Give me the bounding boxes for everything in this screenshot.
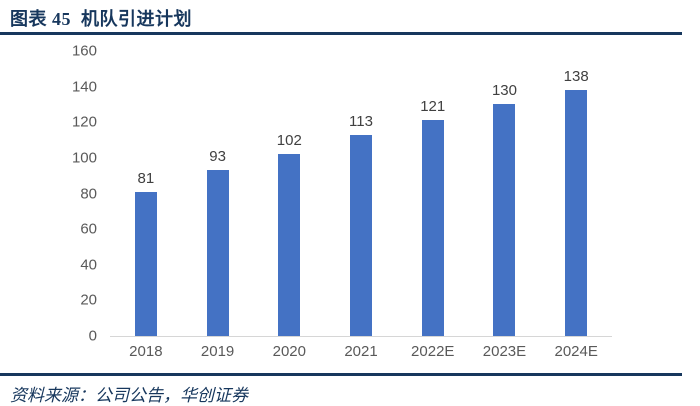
y-tick-label: 80 — [80, 185, 97, 202]
figure-title: 图表 45 机队引进计划 — [10, 9, 192, 29]
bar — [278, 154, 301, 336]
bar — [493, 104, 516, 336]
x-tick-label: 2018 — [129, 343, 163, 360]
bar-slot: 121 — [397, 51, 469, 336]
bar-slot: 130 — [469, 51, 541, 336]
y-tick-label: 120 — [71, 113, 97, 131]
bar-slot: 113 — [325, 51, 397, 336]
bar-value-label: 81 — [137, 169, 155, 187]
bar-value-label: 93 — [209, 148, 226, 166]
source-note: 资料来源：公司公告，华创证券 — [10, 386, 248, 405]
bar-value-label: 113 — [349, 112, 373, 130]
x-tick-label: 2022E — [411, 343, 455, 360]
bar — [350, 134, 373, 336]
bar-value-label: 121 — [420, 98, 446, 116]
x-tick-label: 2024E — [554, 343, 598, 360]
bar-slot: 81 — [110, 51, 182, 336]
y-tick-label: 60 — [80, 220, 97, 238]
bar-value-label: 138 — [563, 68, 589, 86]
bar-slot: 102 — [253, 51, 325, 336]
y-tick-label: 40 — [80, 256, 97, 274]
bar — [565, 90, 588, 336]
x-tick-label: 2019 — [200, 343, 235, 360]
x-tick-label: 2021 — [344, 343, 378, 360]
y-tick-label: 160 — [71, 42, 97, 60]
y-axis-labels: 0 20 40 60 80 100 120 140 160 — [0, 44, 97, 344]
bar-value-label: 130 — [491, 82, 517, 100]
bar-slot: 93 — [182, 51, 254, 336]
footer-rule — [0, 373, 682, 376]
bar — [134, 191, 157, 336]
bar-chart-plot-area: 81 93 102 113 121 130 138 — [110, 51, 612, 337]
x-tick-label: 2023E — [482, 343, 527, 360]
y-tick-label: 0 — [88, 327, 97, 345]
y-tick-label: 20 — [80, 291, 97, 309]
bar-value-label: 102 — [276, 132, 302, 150]
bar — [206, 170, 229, 336]
bar — [421, 120, 444, 336]
y-tick-label: 100 — [71, 149, 97, 167]
x-axis-labels: 2018 2019 2020 2021 2022E 2023E 2024E — [110, 343, 612, 361]
title-rule — [0, 32, 682, 35]
bar-slot: 138 — [540, 51, 612, 336]
x-tick-label: 2020 — [272, 343, 306, 360]
y-tick-label: 140 — [71, 78, 97, 96]
